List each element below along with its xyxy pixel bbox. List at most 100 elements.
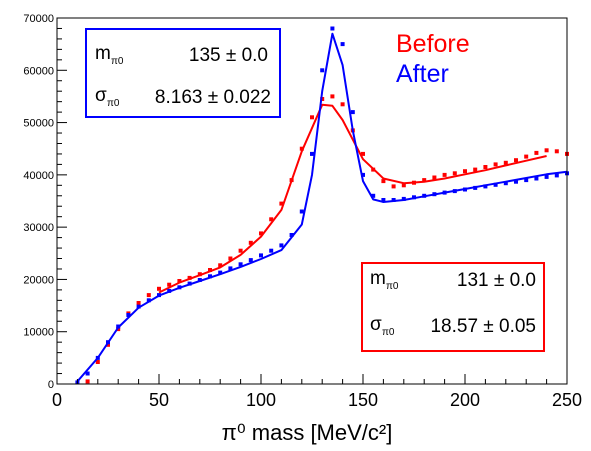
data-point-before [330,94,335,99]
data-point-after [95,355,100,360]
data-point-after [187,281,192,286]
fit-curve-after [76,32,568,383]
data-point-after [146,298,151,303]
fit-box-after: m π0 135 ± 0.0 σ π0 8.163 ± 0.022 [85,28,281,118]
data-point-after [381,198,386,202]
fit-box-after-frame [85,28,281,118]
data-point-after [126,313,131,317]
data-point-after [391,198,396,202]
data-point-after [320,68,325,73]
data-point-after [514,179,518,184]
data-point-after [299,209,304,214]
data-point-before [493,162,498,167]
data-point-after [106,340,110,345]
fit-box-before-sigma-value: 18.57 ± 0.05 [430,316,536,337]
data-point-before [442,172,447,177]
data-point-after [371,193,376,198]
data-point-after [279,243,284,248]
fit-box-before-mass-symbol: m [370,268,386,289]
plot-frame [56,17,568,385]
data-point-after [350,110,355,115]
data-point-after [422,193,427,198]
data-point-before [422,178,427,183]
legend-entry-after: After [396,60,449,88]
data-point-before [85,379,90,384]
fit-box-after-sigma-symbol: σ [95,85,107,106]
y-tick-label: 70000 [23,13,54,25]
data-point-before [238,248,243,253]
data-point-before [279,201,284,206]
y-tick-label: 40000 [23,170,54,182]
data-point-before [554,149,559,154]
x-tick-label: 200 [450,390,480,410]
data-point-after [85,371,90,376]
data-point-before [136,301,141,305]
data-point-before [483,165,488,169]
data-point-before [401,183,406,188]
data-point-after [289,233,294,237]
data-point-after [463,187,467,192]
data-point-after [401,196,406,201]
data-point-before [432,175,437,180]
x-tick-label: 250 [552,390,582,410]
legend-entry-before: Before [396,30,470,58]
data-point-after [208,274,212,279]
y-tick-label: 50000 [23,118,54,130]
data-point-after [310,151,314,156]
data-point-before [289,178,294,183]
fit-box-after-mass-symbol: m [95,43,111,64]
data-point-after [483,184,488,189]
x-axis-label: π⁰ mass [MeV/c²] [222,420,393,445]
data-point-after [157,293,161,298]
data-point-before [340,102,345,107]
data-point-before [361,151,365,156]
data-point-before [412,180,416,185]
fit-box-after-mass-subscript: π0 [111,56,124,67]
data-point-after [116,324,121,329]
data-point-before [381,179,386,184]
data-point-after [544,174,549,179]
data-point-before [177,279,182,283]
data-point-after [493,182,498,187]
fit-box-after-sigma-subscript: π0 [107,98,120,109]
data-point-before [228,256,233,261]
data-point-after [218,270,223,275]
data-point-after [340,42,345,47]
data-point-before [371,167,376,172]
data-point-after [452,189,457,194]
x-tick-label: 100 [246,390,276,410]
data-point-before [157,286,161,291]
data-point-after [238,262,243,267]
data-point-before [248,240,253,245]
fit-box-before-mass-subscript: π0 [386,281,399,292]
y-tick-label: 30000 [23,222,54,234]
x-tick-label: 0 [52,390,62,410]
data-point-after [442,190,447,195]
data-point-before [524,154,529,159]
data-point-before [463,169,467,174]
fit-curve-before [158,103,547,294]
data-point-before [544,148,549,153]
data-point-after [228,266,233,271]
fit-box-before-sigma-symbol: σ [370,314,382,335]
data-point-after [177,285,182,290]
data-point-before [534,150,539,155]
data-point-after [167,288,172,293]
data-point-after [524,178,529,183]
data-point-before [95,360,100,364]
data-point-after [473,185,478,190]
fit-box-before-sigma-subscript: π0 [382,327,395,338]
data-point-after [503,181,508,186]
data-point-before [269,217,274,222]
x-tick-label: 50 [149,390,169,410]
data-point-before [146,293,151,298]
data-point-after [269,248,274,253]
data-point-after [136,304,141,309]
data-point-after [534,176,539,181]
data-point-after [361,172,365,177]
y-tick-label: 20000 [23,274,54,286]
fit-box-before: m π0 131 ± 0.0 σ π0 18.57 ± 0.05 [361,262,545,352]
data-point-before [299,146,304,151]
data-point-before [208,268,212,272]
